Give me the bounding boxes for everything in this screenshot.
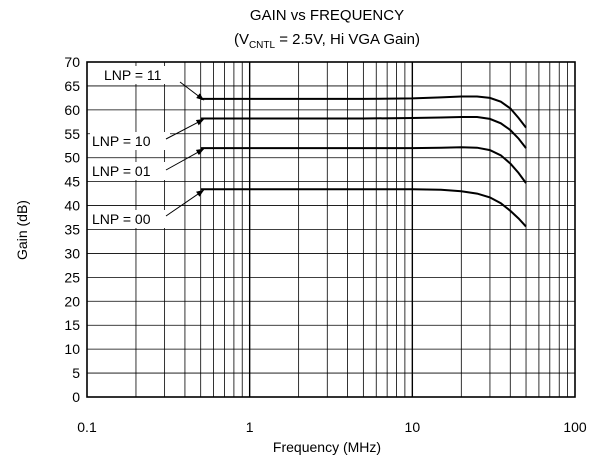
x-tick-label: 0.1 <box>77 419 97 435</box>
y-tick-label: 35 <box>64 222 80 238</box>
y-tick-label: 40 <box>64 198 80 214</box>
annotation-leader <box>165 148 205 171</box>
x-tick-label: 1 <box>246 419 254 435</box>
y-tick-label: 0 <box>72 389 80 405</box>
annotation-bg <box>90 210 170 228</box>
series-layer <box>200 95 527 228</box>
series-line-1 <box>200 116 527 149</box>
y-tick-label: 45 <box>64 174 80 190</box>
annotation-label: LNP = 00 <box>92 211 151 227</box>
y-tick-label: 70 <box>64 54 80 70</box>
annotation-leader <box>165 119 205 140</box>
y-tick-label: 5 <box>72 365 80 381</box>
annotation-bg <box>90 162 170 180</box>
x-tick-label: 100 <box>563 419 587 435</box>
y-tick-label: 30 <box>64 245 80 261</box>
annotation-label: LNP = 10 <box>92 133 151 149</box>
y-tick-labels: 0 5 10 15 20 25 30 35 40 45 50 55 60 65 70 <box>64 54 80 405</box>
grid <box>87 62 575 397</box>
annotation-bg <box>90 132 170 150</box>
chart-subtitle-subscript: CNTL <box>249 40 276 51</box>
chart-title: GAIN vs FREQUENCY <box>250 7 404 24</box>
y-tick-label: 50 <box>64 150 80 166</box>
annotations: LNP = 11 LNP = 10 LNP = 01 LNP = 00 <box>90 66 205 228</box>
x-tick-label: 10 <box>405 419 421 435</box>
x-axis-label: Frequency (MHz) <box>273 439 381 455</box>
annotation-leader <box>179 81 205 101</box>
y-tick-label: 10 <box>64 341 80 357</box>
y-tick-label: 60 <box>64 102 80 118</box>
y-tick-label: 20 <box>64 293 80 309</box>
chart-subtitle-prefix: (V <box>234 31 249 48</box>
series-line-0 <box>200 95 527 129</box>
annotation-leader <box>165 189 205 217</box>
plot-frame <box>86 61 576 398</box>
annotation-bg <box>102 66 182 84</box>
chart-subtitle-suffix: = 2.5V, Hi VGA Gain) <box>275 31 420 48</box>
y-tick-label: 15 <box>64 317 80 333</box>
series-line-3 <box>200 188 527 228</box>
series-line-2 <box>200 146 527 184</box>
y-tick-label: 65 <box>64 78 80 94</box>
x-tick-labels: 0.1 1 10 100 <box>77 419 587 435</box>
y-axis-label: Gain (dB) <box>14 200 30 260</box>
y-tick-label: 25 <box>64 269 80 285</box>
chart-subtitle: (VCNTL = 2.5V, Hi VGA Gain) <box>234 31 420 51</box>
y-tick-label: 55 <box>64 126 80 142</box>
annotation-label: LNP = 01 <box>92 163 151 179</box>
annotation-label: LNP = 11 <box>104 67 162 83</box>
